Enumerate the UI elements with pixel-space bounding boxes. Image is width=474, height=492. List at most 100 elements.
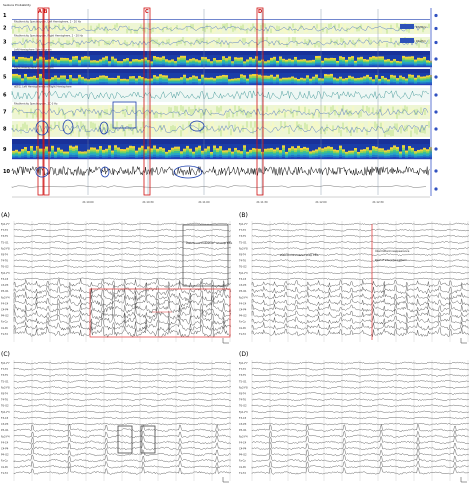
eeg-trace	[251, 398, 469, 401]
eeg-trace	[251, 422, 470, 426]
channel-label: T5-O1	[1, 379, 9, 383]
eeg-trace	[13, 447, 232, 457]
legend-swatch	[400, 38, 414, 43]
panel-b-label: (B)	[239, 212, 248, 219]
row-scale-dot[interactable]	[434, 13, 438, 18]
eeg-trace	[251, 367, 469, 371]
eeg-trace	[251, 373, 469, 377]
legend-swatch	[400, 24, 414, 29]
channel-label: C4-P4	[1, 446, 9, 450]
eeg-trace	[13, 423, 232, 432]
channel-label: Cz-Pz	[1, 326, 8, 330]
eeg-trace	[251, 379, 469, 383]
trend-row-number: 6	[3, 92, 7, 98]
channel-label: Fp1-F3	[239, 271, 248, 275]
channel-label: Fp1-F7	[1, 222, 10, 226]
eeg-trace	[13, 392, 231, 395]
channel-label: F7-T3	[239, 228, 246, 232]
channel-label: C4-P4	[239, 307, 247, 311]
channel-label: Fz-Cz	[239, 459, 246, 463]
channel-label: C4-P4	[239, 446, 247, 450]
channel-label: T6-O2	[1, 404, 9, 408]
eeg-trace	[251, 435, 469, 445]
eeg-trace	[251, 424, 469, 432]
channel-label: T4-T6	[1, 259, 8, 263]
channel-label: P3-O1	[1, 428, 9, 432]
eeg-trace	[251, 277, 469, 281]
channel-label: T1-T2	[239, 332, 246, 336]
trend-row-number: 8	[3, 127, 7, 133]
eeg-trace	[251, 410, 470, 414]
eeg-trace	[251, 467, 469, 475]
spike-box	[140, 425, 156, 454]
channel-label: P4-O2	[239, 314, 247, 318]
eeg-trace	[251, 228, 469, 232]
channel-label: Fp1-F3	[239, 410, 248, 414]
trend-row-number: 4	[3, 57, 7, 63]
channel-label: T4-T6	[239, 259, 246, 263]
channel-label: P4-O2	[1, 453, 9, 457]
eeg-traces-c: Fp1-F7 F7-T3 T3-T5 T5-O1 Fp2-F8 F8-T4 T4-T6 T6-…	[1, 360, 232, 483]
annotation-text: Pseudo-normalized scalp EEG	[280, 253, 318, 257]
eeg-trace	[251, 416, 469, 420]
row-scale-dot[interactable]	[434, 169, 438, 173]
eeg-trace	[251, 271, 469, 275]
eeg-trace	[13, 294, 232, 308]
highlight-annotations	[35, 101, 205, 179]
eeg-traces-d: Fp1-F7 F7-T3 T3-T5 T5-O1 Fp2-F8 F8-T4 T4-T6 T6-…	[239, 360, 470, 483]
eeg-trace	[13, 222, 231, 226]
row-scale-dot[interactable]	[434, 40, 438, 45]
trend-row-number: 7	[3, 109, 7, 115]
row-scale-dot[interactable]	[434, 75, 438, 79]
channel-label: T5-O1	[239, 379, 247, 383]
eeg-trace	[13, 234, 231, 238]
trend-row-number: 9	[3, 147, 7, 153]
eeg-trace	[13, 305, 232, 320]
channel-label: F8-T4	[239, 253, 246, 257]
eeg-trace	[13, 288, 232, 302]
eeg-panel-d: (D) Fp1-F7 F7-T3 T3-T5 T5-O1 Fp2-F8 F8-T4 T4-T…	[238, 351, 473, 488]
channel-label: C4-P4	[1, 307, 9, 311]
eeg-trace	[13, 324, 231, 338]
time-gridlines	[87, 9, 379, 195]
row-scale-dot[interactable]	[434, 57, 438, 61]
eeg-trace	[13, 410, 232, 414]
eeg-trace	[251, 241, 469, 244]
channel-label: Fp2-F8	[1, 385, 10, 389]
eeg-trace	[251, 320, 469, 331]
row-scale-dot[interactable]	[434, 187, 438, 191]
eeg-trace	[251, 265, 469, 268]
trend-row-title: Left Hemisphere Spectrogram	[14, 47, 52, 51]
row-scale-dot[interactable]	[434, 147, 438, 151]
eeg-trace	[13, 278, 231, 289]
eeg-trace	[251, 460, 469, 469]
channel-label: Fz-Cz	[1, 459, 8, 463]
channel-label: T6-O2	[239, 404, 247, 408]
channel-label: F7-T3	[1, 228, 8, 232]
channel-label: T4-T6	[239, 398, 246, 402]
eeg-trace	[13, 367, 231, 371]
eeg-trace	[251, 386, 469, 389]
channel-label: C3-P3	[1, 283, 9, 287]
row-scale-dot[interactable]	[434, 93, 438, 97]
eeg-trace	[13, 228, 231, 232]
row-scale-dot[interactable]	[434, 127, 438, 131]
eeg-trace	[13, 265, 232, 269]
trend-row-number: 3	[3, 40, 7, 46]
time-tick: 21:12:30	[372, 200, 384, 204]
row-scale-dot[interactable]	[434, 110, 438, 114]
spike-box	[117, 425, 133, 454]
eeg-trace	[251, 301, 470, 313]
channel-label: P3-O1	[239, 289, 247, 293]
channel-label: Fz-Cz	[1, 320, 8, 324]
row-scale-dot[interactable]	[434, 26, 438, 31]
eeg-trace	[13, 435, 231, 445]
eeg-trace	[251, 430, 470, 438]
trend-row-number: 5	[3, 75, 7, 81]
pseudo-normalization-box	[182, 224, 229, 287]
eeg-trace	[13, 253, 231, 256]
channel-label: Fp2-F8	[1, 246, 10, 250]
event-markers[interactable]: A B C D	[37, 7, 264, 196]
eeg-trace	[251, 315, 469, 325]
eeg-panel-c: (C) Fp1-F7 F7-T3 T3-T5 T5-O1 Fp2-F8 F8-T4 T4-T…	[0, 351, 235, 488]
